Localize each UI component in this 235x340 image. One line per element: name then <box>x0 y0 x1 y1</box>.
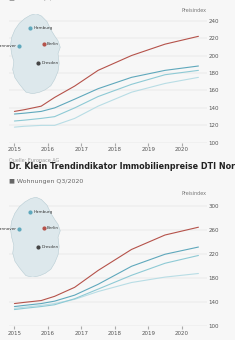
Text: Dr. Klein Trendindikator Immobilienpreise DTI Nord & Ost: Dr. Klein Trendindikator Immobilienpreis… <box>9 162 235 171</box>
Text: Preisindex: Preisindex <box>182 191 207 197</box>
Text: Quelle: Europace AG: Quelle: Europace AG <box>9 158 60 163</box>
Text: ■ Häuser Q3/2020: ■ Häuser Q3/2020 <box>9 0 69 1</box>
Text: ■ Wohnungen Q3/2020: ■ Wohnungen Q3/2020 <box>9 179 84 184</box>
Text: Preisindex: Preisindex <box>182 8 207 13</box>
